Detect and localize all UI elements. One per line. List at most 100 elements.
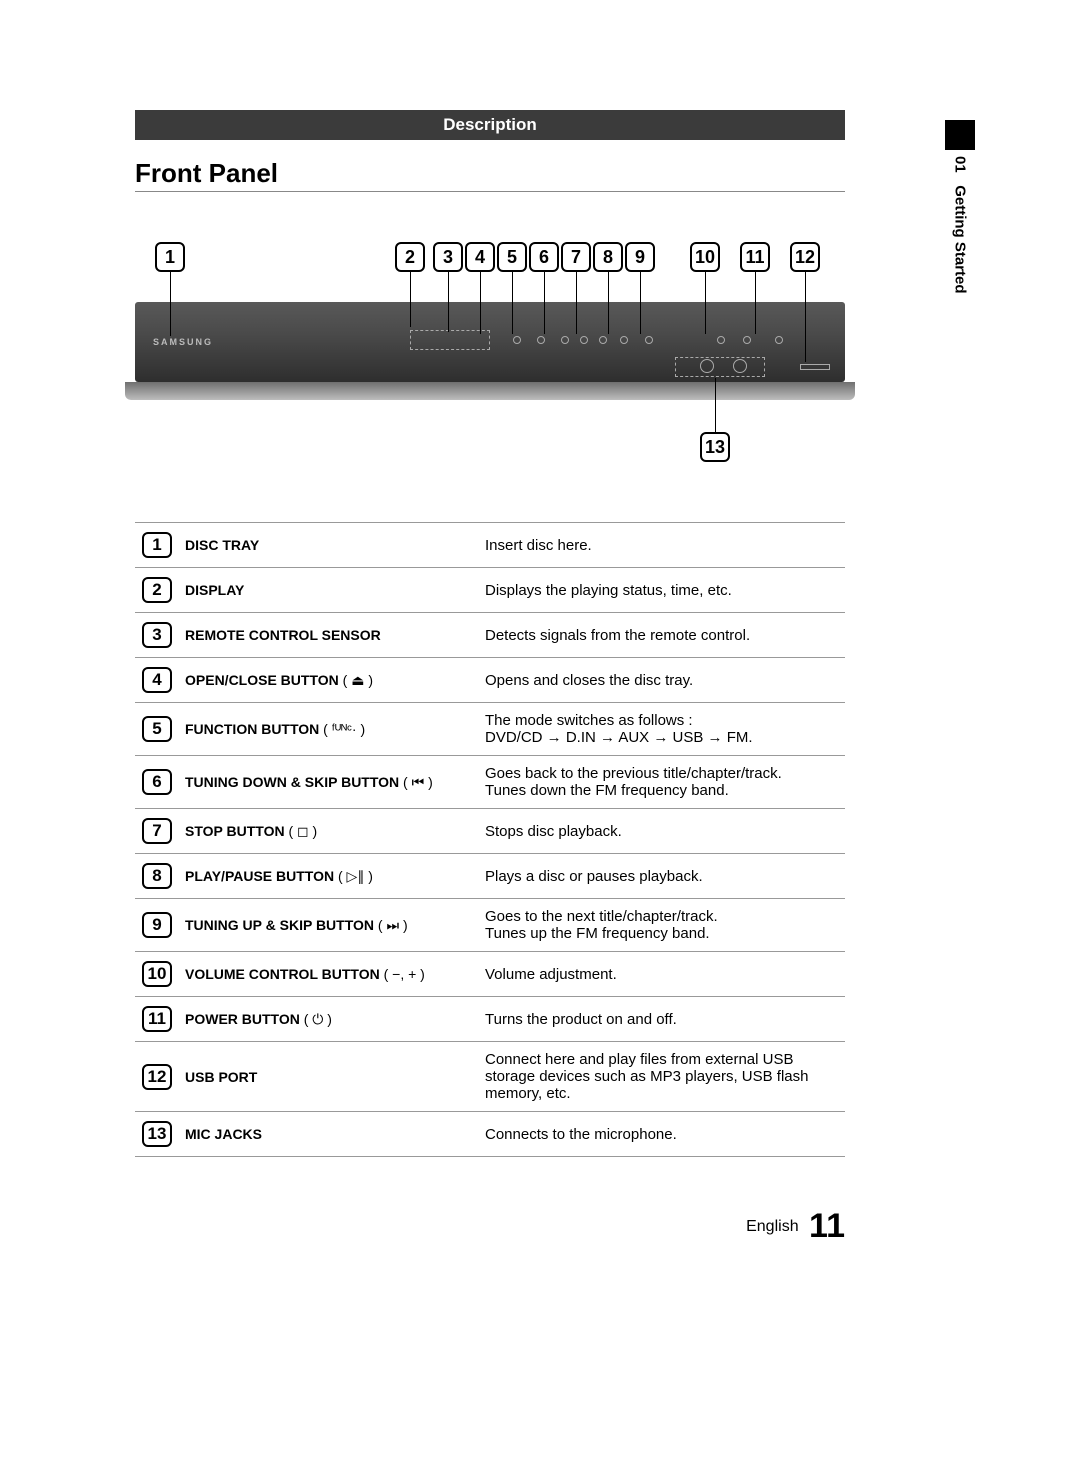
- part-label: DISC TRAY: [179, 523, 479, 568]
- device-control-dot: [717, 336, 725, 344]
- part-number: 9: [142, 912, 172, 938]
- table-row: 9 TUNING UP & SKIP BUTTON ( ⏭ )Goes to th…: [135, 899, 845, 952]
- part-label: USB PORT: [179, 1042, 479, 1112]
- part-number: 3: [142, 622, 172, 648]
- callout-8: 8: [593, 242, 623, 272]
- side-chapter-num: 01: [952, 156, 969, 173]
- callout-2: 2: [395, 242, 425, 272]
- part-label: MIC JACKS: [179, 1112, 479, 1157]
- table-row: 1 DISC TRAYInsert disc here.: [135, 523, 845, 568]
- part-description: Stops disc playback.: [479, 809, 845, 854]
- table-row: 10 VOLUME CONTROL BUTTON ( −, + )Volume a…: [135, 952, 845, 997]
- part-label: TUNING DOWN & SKIP BUTTON ( ⏮ ): [179, 756, 479, 809]
- part-icon: ( ◻ ): [285, 823, 318, 839]
- callout-1: 1: [155, 242, 185, 272]
- callout-10: 10: [690, 242, 720, 272]
- part-description: Plays a disc or pauses playback.: [479, 854, 845, 899]
- table-row: 5 FUNCTION BUTTON ( ᶠᵁᴺᶜ· )The mode switc…: [135, 703, 845, 756]
- device-display: [410, 330, 490, 350]
- part-icon: ( ⏮ ): [399, 774, 433, 790]
- table-row: 13 MIC JACKSConnects to the microphone.: [135, 1112, 845, 1157]
- table-row: 12 USB PORTConnect here and play files fr…: [135, 1042, 845, 1112]
- part-description: Insert disc here.: [479, 523, 845, 568]
- page-footer: English 11: [135, 1207, 845, 1246]
- part-description: Displays the playing status, time, etc.: [479, 568, 845, 613]
- part-number: 11: [142, 1006, 172, 1032]
- description-bar: Description: [135, 110, 845, 140]
- part-label: OPEN/CLOSE BUTTON ( ⏏ ): [179, 658, 479, 703]
- device-control-dot: [580, 336, 588, 344]
- part-number: 6: [142, 769, 172, 795]
- part-description: Volume adjustment.: [479, 952, 845, 997]
- device-control-dot: [513, 336, 521, 344]
- side-chapter-label: Getting Started: [952, 185, 969, 293]
- footer-lang: English: [746, 1218, 798, 1235]
- part-icon: ( −, + ): [380, 966, 425, 982]
- table-row: 2 DISPLAYDisplays the playing status, tim…: [135, 568, 845, 613]
- footer-page-number: 11: [809, 1207, 845, 1245]
- callout-9: 9: [625, 242, 655, 272]
- part-label: REMOTE CONTROL SENSOR: [179, 613, 479, 658]
- device-control-dot: [743, 336, 751, 344]
- table-row: 7 STOP BUTTON ( ◻ )Stops disc playback.: [135, 809, 845, 854]
- part-number: 8: [142, 863, 172, 889]
- mic-jack-area: [675, 357, 765, 377]
- table-row: 4 OPEN/CLOSE BUTTON ( ⏏ )Opens and closes…: [135, 658, 845, 703]
- callout-3: 3: [433, 242, 463, 272]
- part-number: 5: [142, 716, 172, 742]
- part-icon: ( ⏭ ): [374, 917, 408, 933]
- side-tab: 01 Getting Started: [945, 120, 975, 299]
- part-description: Opens and closes the disc tray.: [479, 658, 845, 703]
- part-label: PLAY/PAUSE BUTTON ( ▷∥ ): [179, 854, 479, 899]
- table-row: 11 POWER BUTTON ( ⏻ )Turns the product on…: [135, 997, 845, 1042]
- part-description: Goes back to the previous title/chapter/…: [479, 756, 845, 809]
- part-icon: ( ▷∥ ): [334, 868, 373, 884]
- part-description: Connects to the microphone.: [479, 1112, 845, 1157]
- brand-text: SAMSUNG: [153, 337, 213, 347]
- device-control-dot: [599, 336, 607, 344]
- part-description: Turns the product on and off.: [479, 997, 845, 1042]
- callout-12: 12: [790, 242, 820, 272]
- part-description: Goes to the next title/chapter/track. Tu…: [479, 899, 845, 952]
- callout-4: 4: [465, 242, 495, 272]
- part-number: 1: [142, 532, 172, 558]
- device-control-dot: [537, 336, 545, 344]
- part-description: Detects signals from the remote control.: [479, 613, 845, 658]
- part-number: 4: [142, 667, 172, 693]
- table-row: 8 PLAY/PAUSE BUTTON ( ▷∥ )Plays a disc or…: [135, 854, 845, 899]
- part-number: 12: [142, 1064, 172, 1090]
- parts-table: 1 DISC TRAYInsert disc here. 2 DISPLAYDispl…: [135, 522, 845, 1157]
- mic-jack: [733, 359, 747, 373]
- usb-slot: [800, 364, 830, 370]
- section-title: Front Panel: [135, 158, 845, 192]
- part-number: 2: [142, 577, 172, 603]
- part-icon: ( ᶠᵁᴺᶜ· ): [319, 721, 365, 737]
- side-chapter: 01 Getting Started: [952, 156, 969, 294]
- device-control-dot: [620, 336, 628, 344]
- callout-13: 13: [700, 432, 730, 462]
- part-number: 10: [142, 961, 172, 987]
- part-label: VOLUME CONTROL BUTTON ( −, + ): [179, 952, 479, 997]
- part-icon: ( ⏏ ): [339, 672, 373, 688]
- callout-7: 7: [561, 242, 591, 272]
- part-label: POWER BUTTON ( ⏻ ): [179, 997, 479, 1042]
- mic-jack: [700, 359, 714, 373]
- callout-11: 11: [740, 242, 770, 272]
- part-label: TUNING UP & SKIP BUTTON ( ⏭ ): [179, 899, 479, 952]
- device-control-dot: [775, 336, 783, 344]
- table-row: 3 REMOTE CONTROL SENSORDetects signals fr…: [135, 613, 845, 658]
- part-label: STOP BUTTON ( ◻ ): [179, 809, 479, 854]
- part-label: DISPLAY: [179, 568, 479, 613]
- part-description: Connect here and play files from externa…: [479, 1042, 845, 1112]
- part-number: 7: [142, 818, 172, 844]
- table-row: 6 TUNING DOWN & SKIP BUTTON ( ⏮ )Goes bac…: [135, 756, 845, 809]
- part-icon: ( ⏻ ): [300, 1011, 332, 1027]
- front-panel-diagram: SAMSUNG 12345678910111213: [135, 242, 845, 482]
- device-base: [125, 382, 855, 400]
- device-control-dot: [561, 336, 569, 344]
- callout-5: 5: [497, 242, 527, 272]
- part-label: FUNCTION BUTTON ( ᶠᵁᴺᶜ· ): [179, 703, 479, 756]
- part-description: The mode switches as follows : DVD/CD → …: [479, 703, 845, 756]
- part-number: 13: [142, 1121, 172, 1147]
- callout-6: 6: [529, 242, 559, 272]
